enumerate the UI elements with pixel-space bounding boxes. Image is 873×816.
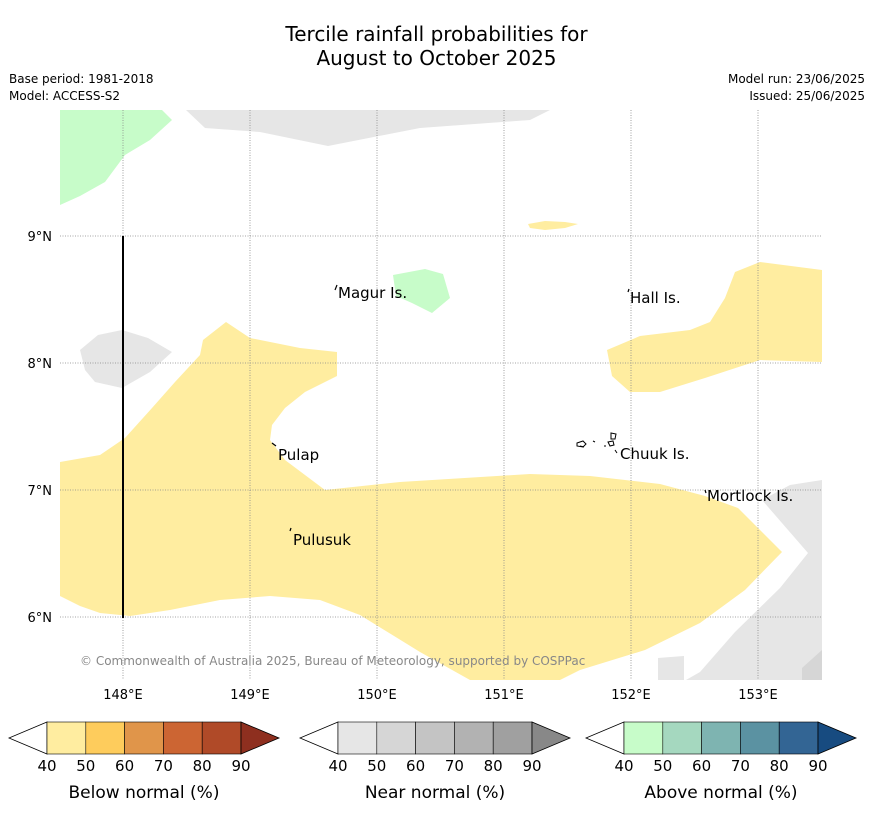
magur-island-marker [334,284,338,291]
colorbar-cell [163,721,203,755]
pulap-island-marker [271,442,277,447]
below-normal-region-east [607,262,822,392]
colorbar-above-normal: 40 50 60 70 80 90 Above normal (%) [584,721,858,803]
mortlock-island-marker [704,489,707,494]
lat-label: 8°N [28,357,53,372]
model-name: Model: ACCESS-S2 [9,89,121,103]
map-area: Magur Is. Hall Is. Pulap Chuuk Is. Mortl… [60,110,822,680]
longitude-labels: 148°E 149°E 150°E 151°E 152°E 153°E [103,688,778,703]
chuuk-islands-outline [576,432,618,454]
colorbar-tick-label: 40 [37,757,56,775]
colorbar-tick-label: 90 [808,757,827,775]
colorbar-tick-label: 70 [445,757,464,775]
near-normal-region-west [80,330,172,388]
colorbar-cell [454,721,494,755]
island-markers [271,284,707,532]
colorbar-near-normal: 40 50 60 70 80 90 Near normal (%) [298,721,572,803]
colorbar-below-normal: 40 50 60 70 80 90 Below normal (%) [7,721,281,803]
base-period: Base period: 1981-2018 [9,72,154,86]
issued-date: Issued: 25/06/2025 [749,89,865,103]
above-normal-region-nw [60,110,172,205]
colorbar-cell [662,721,702,755]
colorbar-title: Near normal (%) [365,783,505,803]
colorbar-tick-label: 60 [406,757,425,775]
near-normal-region-south [658,656,684,680]
colorbar-cell [124,721,164,755]
colorbar-tick-label: 90 [522,757,541,775]
colorbar-tick-label: 50 [367,757,386,775]
colorbar-low-extend [7,721,48,755]
lon-label: 151°E [484,688,524,703]
place-label-magur: Magur Is. [338,284,407,302]
colorbar-high-extend [240,721,281,755]
below-normal-region-main [60,322,782,680]
colorbar-high-extend [531,721,572,755]
colorbar-low-extend [298,721,339,755]
colorbar-title: Above normal (%) [644,783,797,803]
near-normal-region-southeast [686,480,822,680]
colorbar-cell [778,721,819,755]
colorbar-tick-label: 40 [328,757,347,775]
lon-label: 149°E [230,688,270,703]
below-normal-sliver [528,221,578,230]
map-title-line2: August to October 2025 [316,46,557,70]
map-title-line1: Tercile rainfall probabilities for [285,22,588,46]
colorbar-title: Below normal (%) [69,783,220,803]
colorbar-tick-label: 50 [653,757,672,775]
place-label-mortlock: Mortlock Is. [707,487,793,505]
colorbar-tick-label: 60 [115,757,134,775]
colorbar-tick-label: 40 [614,757,633,775]
lon-label: 148°E [103,688,143,703]
near-normal-region-corner [802,650,822,680]
colorbar-high-extend [817,721,858,755]
colorbar-cell [85,721,125,755]
near-normal-region-north [186,110,550,146]
copyright-notice: © Commonwealth of Australia 2025, Bureau… [80,654,585,668]
place-label-pulap: Pulap [278,446,319,464]
colorbar-cell [201,721,242,755]
hall-island-marker [627,288,630,293]
colorbar-tick-label: 80 [193,757,212,775]
colorbar-cell [415,721,455,755]
lat-label: 7°N [28,484,53,499]
colorbar-tick-label: 60 [692,757,711,775]
model-run-date: Model run: 23/06/2025 [727,72,865,86]
lon-label: 153°E [738,688,778,703]
pulusuk-island-marker [289,527,292,532]
colorbar-cell [701,721,741,755]
colorbar-tick-label: 90 [231,757,250,775]
colorbar-legend: 40 50 60 70 80 90 Below normal (%) 40 50 60 70 80 90… [7,721,858,803]
colorbar-tick-label: 70 [154,757,173,775]
colorbar-cell [623,721,664,755]
colorbar-cell [376,721,416,755]
lat-label: 6°N [28,611,53,626]
colorbar-cell [492,721,533,755]
place-label-chuuk: Chuuk Is. [620,445,689,463]
place-label-hall: Hall Is. [630,289,681,307]
colorbar-low-extend [584,721,625,755]
lat-label: 9°N [28,230,53,245]
colorbar-tick-label: 80 [770,757,789,775]
colorbar-cell [337,721,378,755]
above-normal-region-central [393,269,450,313]
colorbar-cell [740,721,780,755]
colorbar-tick-label: 80 [484,757,503,775]
latitude-labels: 9°N 8°N 7°N 6°N [28,230,53,626]
colorbar-cell [46,721,87,755]
lon-label: 150°E [357,688,397,703]
place-label-pulusuk: Pulusuk [293,531,351,549]
colorbar-tick-label: 50 [76,757,95,775]
lon-label: 152°E [611,688,651,703]
colorbar-tick-label: 70 [731,757,750,775]
